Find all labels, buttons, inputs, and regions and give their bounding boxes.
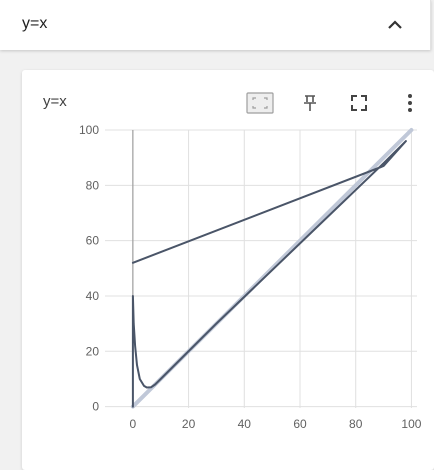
section-header: y=x [0, 0, 431, 50]
more-vert-icon [408, 94, 412, 112]
section-title: y=x [22, 15, 48, 32]
chart-grid [105, 129, 417, 408]
collapse-button[interactable] [381, 12, 409, 38]
fit-domain-button[interactable] [245, 89, 275, 117]
y-tick-label: 40 [86, 289, 100, 303]
x-tick-label: 0 [130, 417, 137, 431]
chart-series [130, 128, 414, 409]
pin-icon [304, 95, 316, 111]
chart-card: y=x 0 20 40 60 80 100 0 20 40 60 80 100 [22, 70, 434, 470]
x-tick-label: 100 [401, 417, 421, 431]
x-tick-label: 80 [349, 417, 363, 431]
y-tick-label: 60 [86, 234, 100, 248]
fullscreen-icon [351, 95, 367, 111]
line-chart: 0 20 40 60 80 100 0 20 40 60 80 100 [79, 123, 422, 431]
x-tick-label: 60 [293, 417, 307, 431]
y-tick-label: 80 [86, 178, 100, 192]
main-series-line [131, 140, 407, 408]
card-title: y=x [43, 93, 67, 110]
y-tick-label: 100 [79, 123, 99, 137]
x-tick-label: 20 [182, 417, 196, 431]
chevron-up-icon [388, 20, 402, 29]
pin-button[interactable] [295, 89, 325, 117]
more-options-button[interactable] [395, 89, 425, 117]
y-tick-label: 20 [86, 344, 100, 358]
y-tick-label: 0 [92, 400, 99, 414]
fit-domain-icon [246, 92, 274, 114]
x-tick-label: 40 [238, 417, 252, 431]
fullscreen-button[interactable] [344, 89, 374, 117]
chart-ticks: 0 20 40 60 80 100 0 20 40 60 80 100 [79, 123, 422, 431]
